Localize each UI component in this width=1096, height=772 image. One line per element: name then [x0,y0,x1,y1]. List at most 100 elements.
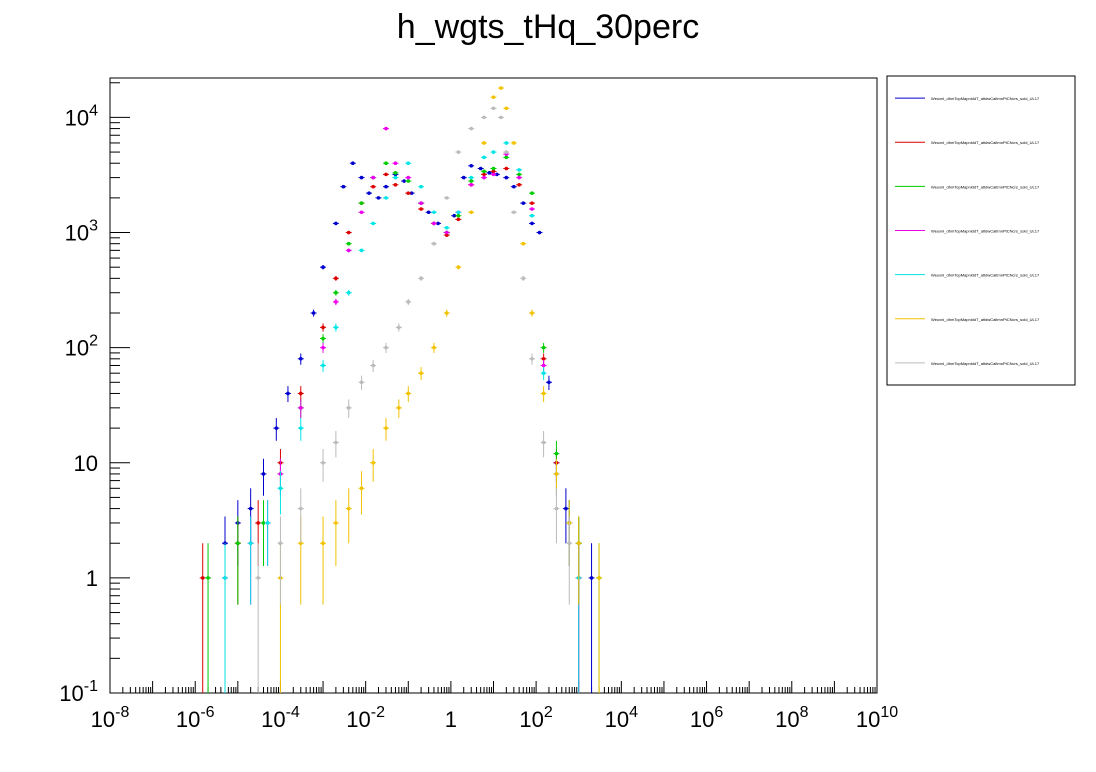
data-point [491,172,496,177]
data-point [491,169,496,174]
data-point [321,325,325,330]
data-point [393,175,398,180]
data-point [206,576,210,580]
data-point [530,201,534,205]
data-point [469,175,474,180]
data-point [371,221,375,226]
data-point [564,506,568,511]
data-point [589,576,594,580]
data-point [444,230,449,235]
data-point [517,172,521,177]
data-point [278,541,283,546]
data-point [384,126,388,131]
data-point [469,182,474,187]
legend-label: Weuxnl_dhmTopMapnlddT_attdwCaltmnPtCNcrs… [931,140,1040,145]
data-point [469,126,474,131]
data-point [482,169,486,174]
y-tick-label: 10-1 [59,678,98,706]
data-point [397,406,401,410]
data-point [541,371,546,375]
data-point [495,172,499,177]
data-point [359,201,364,205]
x-tick-label: 10-6 [176,704,215,732]
legend-label: Weuxnl_dhmTopMapnlddT_attdwCaltmnPtCNcrs… [931,273,1040,278]
data-point [359,486,364,491]
chart-title: h_wgts_tHq_30perc [396,8,700,46]
x-tick-label: 108 [775,704,808,732]
data-point [547,380,551,385]
data-point [504,155,509,160]
x-tick-label: 10-8 [91,704,130,732]
data-point [265,521,270,525]
data-point [406,175,411,180]
data-point [537,230,542,235]
data-point [432,210,436,215]
data-point [371,184,375,189]
data-point [393,161,398,166]
data-point [436,221,440,226]
legend-label: Weuxnl_dhmTopMapnlddT_attdwCaltmnPtCNcrs… [931,184,1040,189]
data-point [482,115,486,120]
data-point [223,576,227,580]
data-point [419,184,423,189]
data-point [554,472,559,476]
data-point [541,363,546,368]
data-point [491,166,496,171]
data-point [371,460,375,465]
data-point [597,576,601,580]
data-point [384,426,388,430]
data-point [491,150,496,154]
data-point [482,155,486,160]
data-point [469,210,474,215]
data-point [504,175,509,180]
data-point [530,207,534,211]
data-point [256,521,260,525]
data-point [530,191,534,195]
data-point [521,241,526,246]
data-point [432,345,436,350]
data-point [504,141,509,145]
data-point [487,171,492,175]
data-point [359,175,364,180]
data-point [517,175,521,180]
data-point [409,191,414,195]
data-point [491,95,496,99]
data-point [367,191,371,195]
data-point [371,363,375,368]
x-tick-label: 1 [445,707,457,732]
data-point [376,196,381,200]
data-point [359,210,364,215]
y-tick-label: 10 [74,451,98,476]
x-tick-label: 1010 [856,704,898,732]
data-point [334,440,338,445]
data-point [384,172,388,177]
data-point [530,213,534,218]
x-tick-label: 10-4 [261,704,300,732]
data-point [351,161,355,166]
data-point [278,486,283,491]
x-tick-label: 102 [519,704,552,732]
data-point [248,541,253,546]
y-tick-label: 102 [65,333,98,361]
data-point [504,150,509,154]
data-point [444,196,449,200]
data-point [402,179,406,183]
data-point [200,576,205,580]
data-point [419,276,423,281]
data-point [554,451,559,456]
data-point [321,336,325,341]
data-point [406,191,411,195]
data-point [456,217,461,222]
data-point [444,311,449,315]
y-tick-label: 103 [65,218,98,246]
data-point [521,276,526,281]
data-point [521,201,526,205]
data-point [371,175,375,180]
legend-label: Weuxnl_dhmTopMapnlddT_attdwCaltmnPtCNcrs… [931,317,1040,322]
data-point [261,521,266,525]
data-point [311,311,316,315]
data-point [456,213,461,218]
data-point [541,345,546,350]
y-tick-label: 104 [65,102,98,130]
data-point [359,248,364,253]
